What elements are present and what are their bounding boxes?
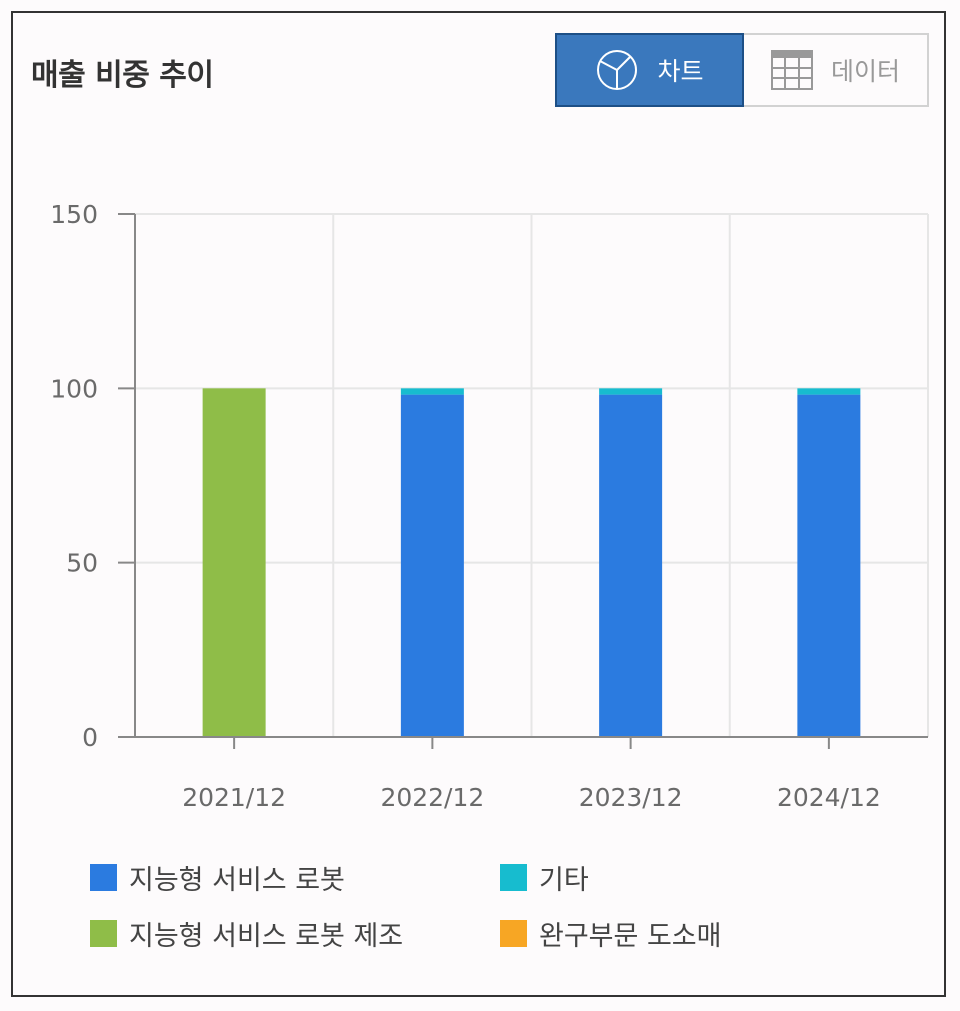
legend-label: 지능형 서비스 로봇 — [129, 865, 345, 896]
legend-swatch — [500, 920, 527, 947]
legend-swatch — [90, 864, 117, 891]
data-tab-label: 데이터 — [830, 57, 900, 86]
table-grid-icon — [770, 50, 813, 90]
bar — [400, 388, 464, 395]
view-toggle: 차트 데이터 — [555, 33, 929, 107]
y-tick-label: 100 — [50, 374, 98, 403]
bar — [599, 394, 663, 737]
y-tick-label: 0 — [82, 723, 98, 752]
chart-tab-label: 차트 — [657, 57, 704, 86]
bar — [797, 394, 861, 737]
y-tick-label: 150 — [50, 200, 98, 229]
bar — [797, 388, 861, 395]
legend-label: 완구부문 도소매 — [539, 921, 722, 952]
bar — [202, 388, 266, 737]
chart-title: 매출 비중 추이 — [31, 58, 214, 93]
bar — [599, 388, 663, 395]
x-tick-label: 2023/12 — [579, 783, 683, 812]
legend-item[interactable]: 완구부문 도소매 — [500, 914, 721, 953]
chart-card — [11, 11, 946, 997]
legend-item[interactable]: 지능형 서비스 로봇 제조 — [90, 914, 403, 953]
x-tick-label: 2024/12 — [777, 783, 881, 812]
legend-swatch — [90, 920, 117, 947]
y-tick-label: 50 — [66, 549, 98, 578]
data-tab-button[interactable]: 데이터 — [744, 33, 929, 107]
x-tick-label: 2022/12 — [380, 783, 484, 812]
bar — [400, 394, 464, 737]
bar-chart: 0 50 100 150 2021/12 2022/12 2023/12 2024/12 — [50, 200, 929, 812]
pie-chart-icon — [597, 50, 638, 90]
legend-item[interactable]: 기타 — [500, 858, 589, 897]
chart-tab-button[interactable]: 차트 — [555, 33, 744, 107]
legend-item[interactable]: 지능형 서비스 로봇 — [90, 858, 345, 897]
legend-swatch — [500, 864, 527, 891]
legend-label: 기타 — [539, 865, 589, 896]
legend-label: 지능형 서비스 로봇 제조 — [129, 921, 404, 952]
x-tick-label: 2021/12 — [182, 783, 286, 812]
